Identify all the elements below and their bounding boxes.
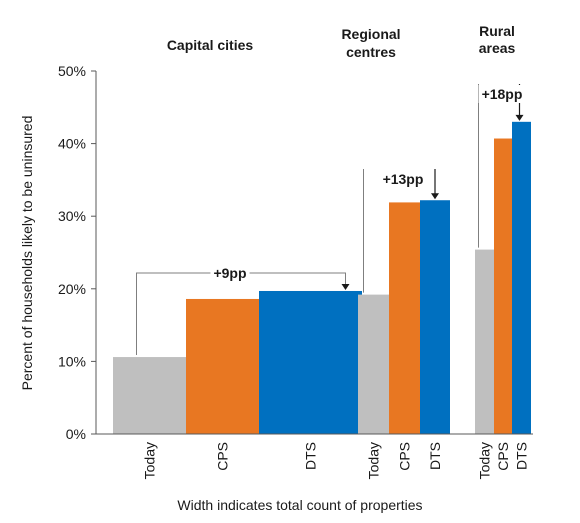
bar-cps bbox=[494, 138, 512, 434]
y-tick-label: 0% bbox=[66, 426, 86, 442]
group-title: centres bbox=[346, 44, 396, 60]
x-tick-label: CPS bbox=[397, 442, 413, 471]
x-tick-label: DTS bbox=[427, 442, 443, 470]
x-axis-label: Width indicates total count of propertie… bbox=[177, 497, 422, 513]
annotation-label-background bbox=[379, 170, 427, 188]
y-tick-label: 40% bbox=[58, 136, 86, 152]
bar-dts bbox=[420, 200, 450, 434]
bar-dts bbox=[512, 121, 531, 434]
bar-today bbox=[475, 249, 494, 434]
x-tick-label: CPS bbox=[495, 442, 511, 471]
y-tick-label: 10% bbox=[58, 353, 86, 369]
y-axis-label: Percent of households likely to be unins… bbox=[19, 116, 35, 391]
bar-cps bbox=[186, 298, 259, 434]
annotation-label: +13pp bbox=[383, 171, 424, 187]
x-tick-label: DTS bbox=[303, 442, 319, 470]
y-tick-label: 30% bbox=[58, 208, 86, 224]
x-tick-label: CPS bbox=[215, 442, 231, 471]
annotation-arrow-head bbox=[515, 114, 524, 121]
bar-today bbox=[358, 294, 389, 434]
x-tick-label: Today bbox=[477, 442, 493, 479]
bar-dts bbox=[259, 290, 362, 434]
group-title: Regional bbox=[341, 26, 400, 42]
group-title: Capital cities bbox=[167, 37, 254, 53]
bar-cps bbox=[389, 202, 420, 434]
annotation-label-background bbox=[478, 85, 526, 103]
y-tick-label: 20% bbox=[58, 281, 86, 297]
annotation-arrow-head bbox=[431, 193, 439, 200]
bar-today bbox=[113, 357, 186, 434]
annotation-label: +18pp bbox=[482, 86, 523, 102]
annotation-label-background bbox=[210, 264, 250, 282]
group-title: Rural bbox=[479, 23, 515, 39]
annotation-arrow-head bbox=[341, 283, 350, 290]
x-tick-label: Today bbox=[366, 442, 382, 479]
x-tick-label: Today bbox=[142, 442, 158, 479]
annotation-label: +9pp bbox=[213, 265, 246, 281]
group-title: areas bbox=[479, 40, 516, 56]
x-tick-label: DTS bbox=[514, 442, 530, 470]
y-tick-label: 50% bbox=[58, 63, 86, 79]
